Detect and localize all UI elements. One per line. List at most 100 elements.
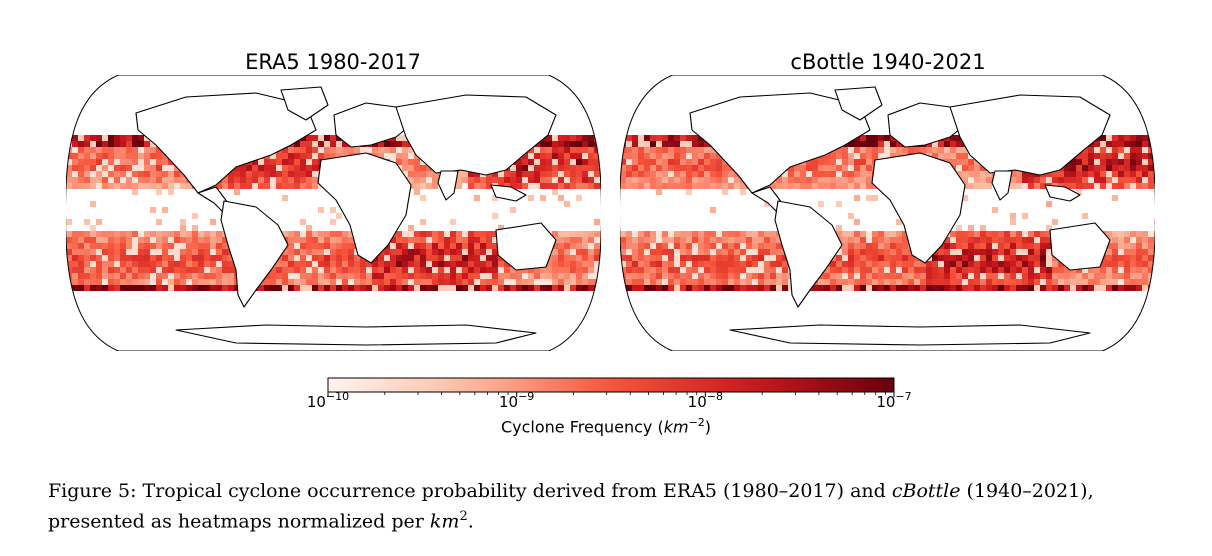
- heatmap-cell: [444, 243, 450, 249]
- heatmap-cell: [390, 285, 396, 291]
- heatmap-cell: [746, 255, 752, 261]
- heatmap-cell: [1070, 159, 1076, 165]
- heatmap-cell: [746, 249, 752, 255]
- heatmap-cell: [1130, 147, 1136, 153]
- heatmap-cell: [162, 243, 168, 249]
- heatmap-cell: [276, 279, 282, 285]
- heatmap-cell: [902, 237, 908, 243]
- heatmap-cell: [656, 159, 662, 165]
- heatmap-cell: [620, 165, 626, 171]
- heatmap-cell: [372, 273, 378, 279]
- heatmap-cell: [656, 237, 662, 243]
- heatmap-cell: [522, 273, 528, 279]
- heatmap-cell: [1040, 249, 1046, 255]
- heatmap-cell: [1124, 171, 1130, 177]
- heatmap-cell: [1142, 231, 1148, 237]
- heatmap-cell: [126, 165, 132, 171]
- heatmap-cell: [420, 255, 426, 261]
- heatmap-cell: [216, 279, 222, 285]
- heatmap-cell: [710, 165, 716, 171]
- heatmap-cell: [126, 237, 132, 243]
- heatmap-cell: [674, 177, 680, 183]
- heatmap-cell: [414, 261, 420, 267]
- heatmap-cell: [396, 285, 402, 291]
- heatmap-cell: [1058, 279, 1064, 285]
- heatmap-cell: [968, 285, 974, 291]
- heatmap-cell: [138, 243, 144, 249]
- heatmap-cell: [132, 135, 138, 141]
- heatmap-cell: [1118, 171, 1124, 177]
- heatmap-cell: [644, 153, 650, 159]
- heatmap-cell: [668, 249, 674, 255]
- heatmap-cell: [588, 255, 594, 261]
- heatmap-cell: [884, 141, 890, 147]
- heatmap-cell: [668, 147, 674, 153]
- heatmap-cell: [1022, 183, 1028, 189]
- heatmap-cell: [588, 153, 594, 159]
- heatmap-cell: [788, 183, 794, 189]
- heatmap-cell: [594, 165, 600, 171]
- heatmap-cell: [638, 177, 644, 183]
- heatmap-cell: [462, 267, 468, 273]
- heatmap-cell: [138, 159, 144, 165]
- heatmap-cell: [890, 273, 896, 279]
- heatmap-cell: [836, 201, 842, 207]
- heatmap-cell: [1076, 273, 1082, 279]
- heatmap-cell: [704, 249, 710, 255]
- heatmap-cell: [552, 171, 558, 177]
- heatmap-cell: [174, 255, 180, 261]
- heatmap-cell: [854, 183, 860, 189]
- heatmap-cell: [704, 261, 710, 267]
- heatmap-cell: [956, 153, 962, 159]
- heatmap-cell: [390, 141, 396, 147]
- continent-outline: [317, 152, 412, 264]
- heatmap-cell: [1040, 273, 1046, 279]
- heatmap-cell: [510, 273, 516, 279]
- heatmap-cell: [710, 285, 716, 291]
- heatmap-cell: [570, 183, 576, 189]
- heatmap-cell: [162, 159, 168, 165]
- heatmap-cell: [270, 159, 276, 165]
- heatmap-cell: [330, 261, 336, 267]
- heatmap-cell: [468, 285, 474, 291]
- heatmap-cell: [66, 177, 72, 183]
- heatmap-cell: [114, 147, 120, 153]
- heatmap-cell: [462, 237, 468, 243]
- heatmap-cell: [204, 273, 210, 279]
- heatmap-cell: [800, 177, 806, 183]
- heatmap-cell: [662, 135, 668, 141]
- heatmap-cell: [282, 279, 288, 285]
- heatmap-cell: [704, 177, 710, 183]
- heatmap-cell: [474, 183, 480, 189]
- heatmap-cell: [704, 231, 710, 237]
- heatmap-cell: [72, 285, 78, 291]
- heatmap-cell: [1022, 237, 1028, 243]
- continent-outline: [220, 200, 289, 308]
- heatmap-cell: [426, 243, 432, 249]
- heatmap-cell: [570, 171, 576, 177]
- heatmap-cell: [336, 279, 342, 285]
- heatmap-cell: [644, 171, 650, 177]
- heatmap-cell: [510, 177, 516, 183]
- heatmap-cell: [504, 261, 510, 267]
- heatmap-cell: [962, 147, 968, 153]
- heatmap-cell: [698, 165, 704, 171]
- heatmap-cell: [1046, 285, 1052, 291]
- heatmap-cell: [650, 177, 656, 183]
- heatmap-cell: [662, 165, 668, 171]
- heatmap-cell: [1112, 147, 1118, 153]
- heatmap-cell: [300, 279, 306, 285]
- heatmap-cell: [920, 285, 926, 291]
- heatmap-cell: [686, 249, 692, 255]
- heatmap-cell: [402, 231, 408, 237]
- heatmap-cell: [558, 171, 564, 177]
- heatmap-cell: [1106, 159, 1112, 165]
- heatmap-cell: [1124, 249, 1130, 255]
- heatmap-cell: [498, 225, 504, 231]
- heatmap-cell: [1136, 171, 1142, 177]
- heatmap-cell: [306, 165, 312, 171]
- heatmap-cell: [1022, 285, 1028, 291]
- heatmap-cell: [674, 141, 680, 147]
- heatmap-cell: [716, 183, 722, 189]
- heatmap-cell: [594, 177, 600, 183]
